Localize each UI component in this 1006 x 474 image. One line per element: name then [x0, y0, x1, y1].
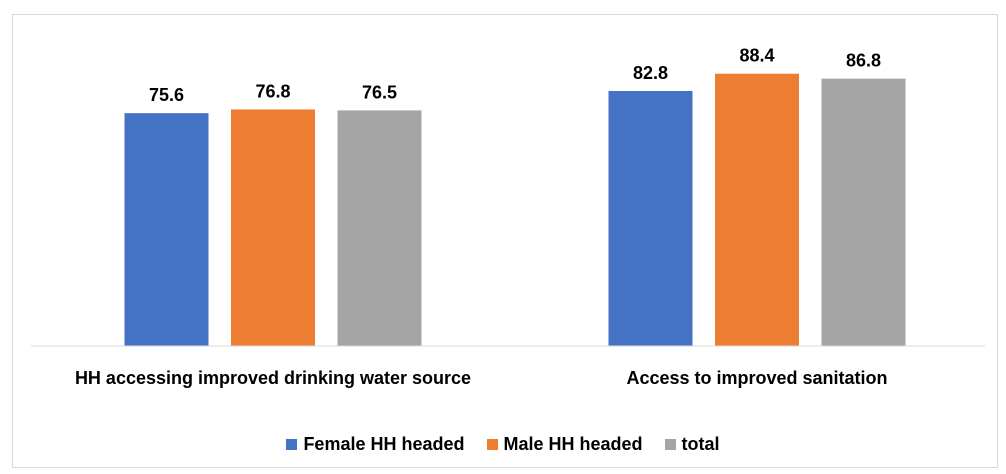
data-label: 88.4 [739, 46, 774, 66]
legend-swatch [286, 439, 298, 450]
bar [337, 110, 422, 346]
data-label: 75.6 [149, 85, 184, 105]
bar [231, 109, 315, 347]
legend-item: total [664, 434, 720, 455]
data-label: 76.5 [362, 82, 397, 102]
data-label: 76.8 [255, 81, 290, 101]
legend-label: total [681, 434, 720, 454]
legend-item: Male HH headed [486, 434, 643, 455]
x-tick-label: HH accessing improved drinking water sou… [74, 368, 472, 388]
bar [821, 78, 906, 346]
data-label: 86.8 [846, 51, 881, 71]
legend-swatch [664, 439, 676, 450]
bar [124, 113, 209, 346]
legend: Female HH headed Male HH headed total [0, 434, 1006, 455]
bar [715, 73, 799, 346]
legend-item: Female HH headed [286, 434, 465, 455]
x-tick-label: Access to improved sanitation [626, 368, 888, 388]
chart-frame [12, 14, 998, 468]
legend-label: Male HH headed [503, 434, 643, 454]
data-label: 82.8 [633, 63, 668, 83]
legend-swatch [486, 439, 498, 450]
bar [608, 90, 693, 346]
legend-label: Female HH headed [303, 434, 465, 454]
